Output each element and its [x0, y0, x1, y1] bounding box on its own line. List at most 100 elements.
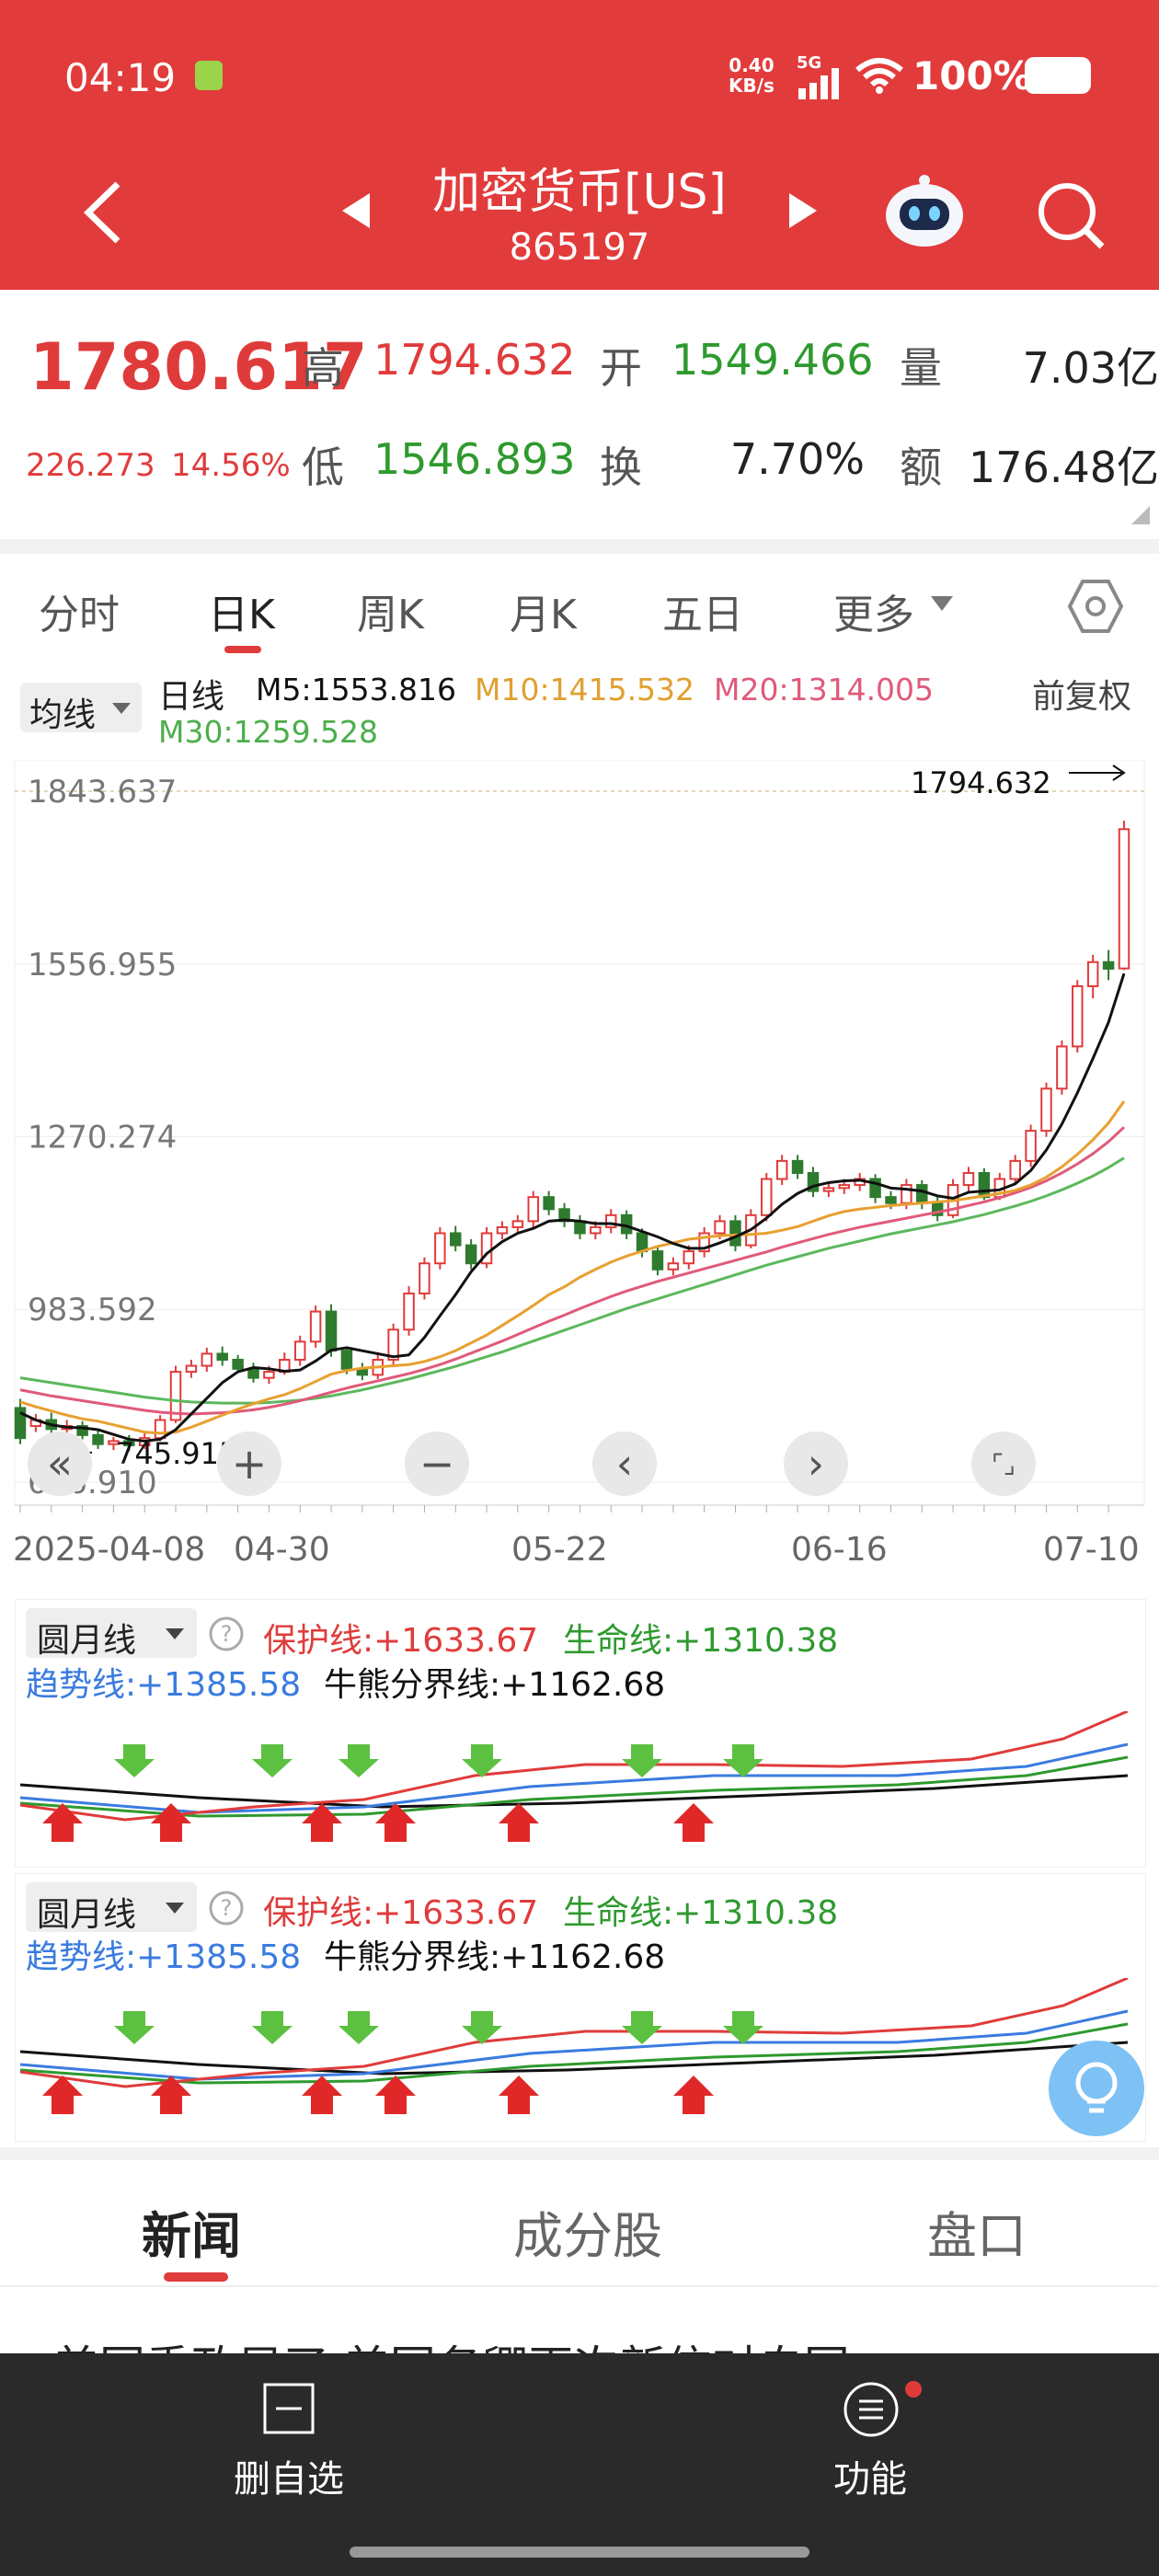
- tab-order-book[interactable]: 盘口: [927, 2207, 1027, 2265]
- ma30-value: M30:1259.528: [158, 714, 379, 750]
- candle-body: [185, 1364, 198, 1374]
- indicator-chart-1: [19, 1711, 1129, 1842]
- candle-body: [1025, 1130, 1037, 1162]
- buy-signal-arrow: [339, 2011, 379, 2044]
- indicator-selector[interactable]: 圆月线: [26, 1608, 197, 1660]
- turnover-label: 换: [600, 443, 642, 492]
- tab-intraday[interactable]: 分时: [39, 592, 120, 638]
- price-change-pct: 14.56%: [171, 447, 291, 484]
- adjust-mode[interactable]: 前复权: [1032, 678, 1132, 716]
- svg-text:?: ?: [221, 1621, 233, 1647]
- candle-body: [1118, 828, 1130, 970]
- ma10-value: M10:1415.532: [475, 672, 695, 707]
- tab-weekly-k[interactable]: 周K: [357, 592, 424, 638]
- tab-monthly-k[interactable]: 月K: [510, 592, 577, 638]
- trend-line: [19, 1742, 1129, 1814]
- y-tick-label: 1843.637: [28, 774, 177, 811]
- open-label: 开: [600, 343, 642, 393]
- tab-constituents[interactable]: 成分股: [513, 2207, 662, 2265]
- candle-body: [325, 1310, 338, 1352]
- tab-daily-k[interactable]: 日K: [208, 592, 275, 638]
- tip-bulb-button[interactable]: [1049, 2041, 1144, 2136]
- search-icon[interactable]: [1034, 178, 1107, 252]
- expand-corner-icon[interactable]: [1130, 504, 1152, 526]
- function-menu-label: 功能: [833, 2458, 907, 2501]
- max-arrow-head: [1112, 765, 1126, 781]
- x-tick-label: 06-16: [791, 1531, 888, 1569]
- scroll-right-button[interactable]: ›: [784, 1432, 848, 1496]
- candle-body: [822, 1187, 835, 1192]
- scroll-left-button[interactable]: ‹: [592, 1432, 657, 1496]
- candle-body: [527, 1196, 539, 1223]
- price-change: 226.273: [26, 447, 155, 484]
- tab-active-indicator: [224, 646, 261, 653]
- collapse-left-button[interactable]: «: [28, 1432, 92, 1496]
- notification-dot: [905, 2381, 922, 2398]
- candle-body: [263, 1371, 275, 1379]
- low-label: 低: [302, 443, 344, 492]
- chevron-down-icon: [166, 1628, 184, 1639]
- ma20-value: M20:1314.005: [714, 672, 935, 707]
- turnover-value: 7.70%: [729, 434, 865, 484]
- buy-signal-arrow: [114, 2011, 155, 2044]
- trend-line-value: 趋势线:+1385.58: [26, 1666, 302, 1704]
- buy-signal-arrow: [622, 2011, 662, 2044]
- candle-body: [807, 1171, 820, 1192]
- page-title: 加密货币[US]: [432, 165, 727, 220]
- low-value: 1546.893: [373, 434, 576, 484]
- robot-assistant-icon[interactable]: [881, 171, 968, 250]
- amount-label: 额: [900, 443, 942, 492]
- buy-signal-arrow: [462, 1744, 502, 1777]
- ma20-line: [19, 1126, 1126, 1416]
- tab-five-day[interactable]: 五日: [662, 592, 743, 638]
- chevron-down-icon[interactable]: [929, 594, 955, 613]
- life-line-value: 生命线:+1310.38: [563, 1894, 839, 1932]
- wifi-icon: [855, 58, 903, 94]
- candle-body: [216, 1352, 228, 1361]
- sell-signal-arrow: [673, 1803, 714, 1842]
- candle-body: [1009, 1159, 1021, 1180]
- life-line: [19, 2022, 1129, 2085]
- network-type: 5G: [797, 53, 822, 73]
- candle-body: [978, 1171, 991, 1199]
- tab-more[interactable]: 更多: [833, 592, 914, 638]
- zoom-in-button[interactable]: +: [217, 1432, 281, 1496]
- candle-body: [403, 1292, 415, 1331]
- protect-line-value: 保护线:+1633.67: [263, 1894, 539, 1932]
- tab-news[interactable]: 新闻: [142, 2207, 241, 2265]
- next-stock-icon[interactable]: [787, 191, 819, 230]
- prev-stock-icon[interactable]: [340, 191, 372, 230]
- indicator-selector[interactable]: 圆月线: [26, 1882, 197, 1934]
- settings-icon[interactable]: [1067, 578, 1124, 635]
- bull-bear-line-value: 牛熊分界线:+1162.68: [324, 1666, 666, 1704]
- x-tick-label: 07-10: [1043, 1531, 1140, 1569]
- remove-watchlist-label: 删自选: [234, 2458, 344, 2501]
- home-indicator[interactable]: [350, 2547, 809, 2558]
- candle-body: [340, 1350, 353, 1370]
- ma-selector-label: 均线: [29, 696, 97, 734]
- back-icon[interactable]: [81, 180, 123, 245]
- candle-body: [511, 1220, 524, 1228]
- bull-bear-line: [19, 1774, 1129, 1809]
- battery-icon: [1025, 57, 1091, 94]
- candle-body: [201, 1352, 213, 1367]
- help-icon[interactable]: ?: [208, 1890, 245, 1926]
- candle-body: [729, 1220, 741, 1247]
- indicator-selector-label: 圆月线: [37, 1622, 137, 1660]
- divider: [0, 2147, 1159, 2160]
- candle-body: [1102, 960, 1115, 970]
- candle-body: [309, 1310, 322, 1343]
- sell-signal-arrow: [375, 2076, 416, 2114]
- zoom-out-button[interactable]: −: [405, 1432, 469, 1496]
- menu-icon: [843, 2382, 899, 2437]
- trend-line-value: 趋势线:+1385.58: [26, 1938, 302, 1976]
- sell-signal-arrow: [151, 1803, 191, 1842]
- fullscreen-button[interactable]: ⌜⌟: [971, 1432, 1036, 1496]
- remove-watchlist-button[interactable]: 删自选: [208, 2381, 370, 2519]
- candlestick-chart[interactable]: 1843.6371556.9551270.274983.592696.91017…: [0, 760, 1159, 1514]
- ma-selector[interactable]: 均线: [20, 683, 142, 734]
- function-menu-button[interactable]: 功能: [793, 2381, 947, 2519]
- ma10-line: [19, 1100, 1126, 1435]
- candle-body: [434, 1232, 446, 1265]
- help-icon[interactable]: ?: [208, 1616, 245, 1652]
